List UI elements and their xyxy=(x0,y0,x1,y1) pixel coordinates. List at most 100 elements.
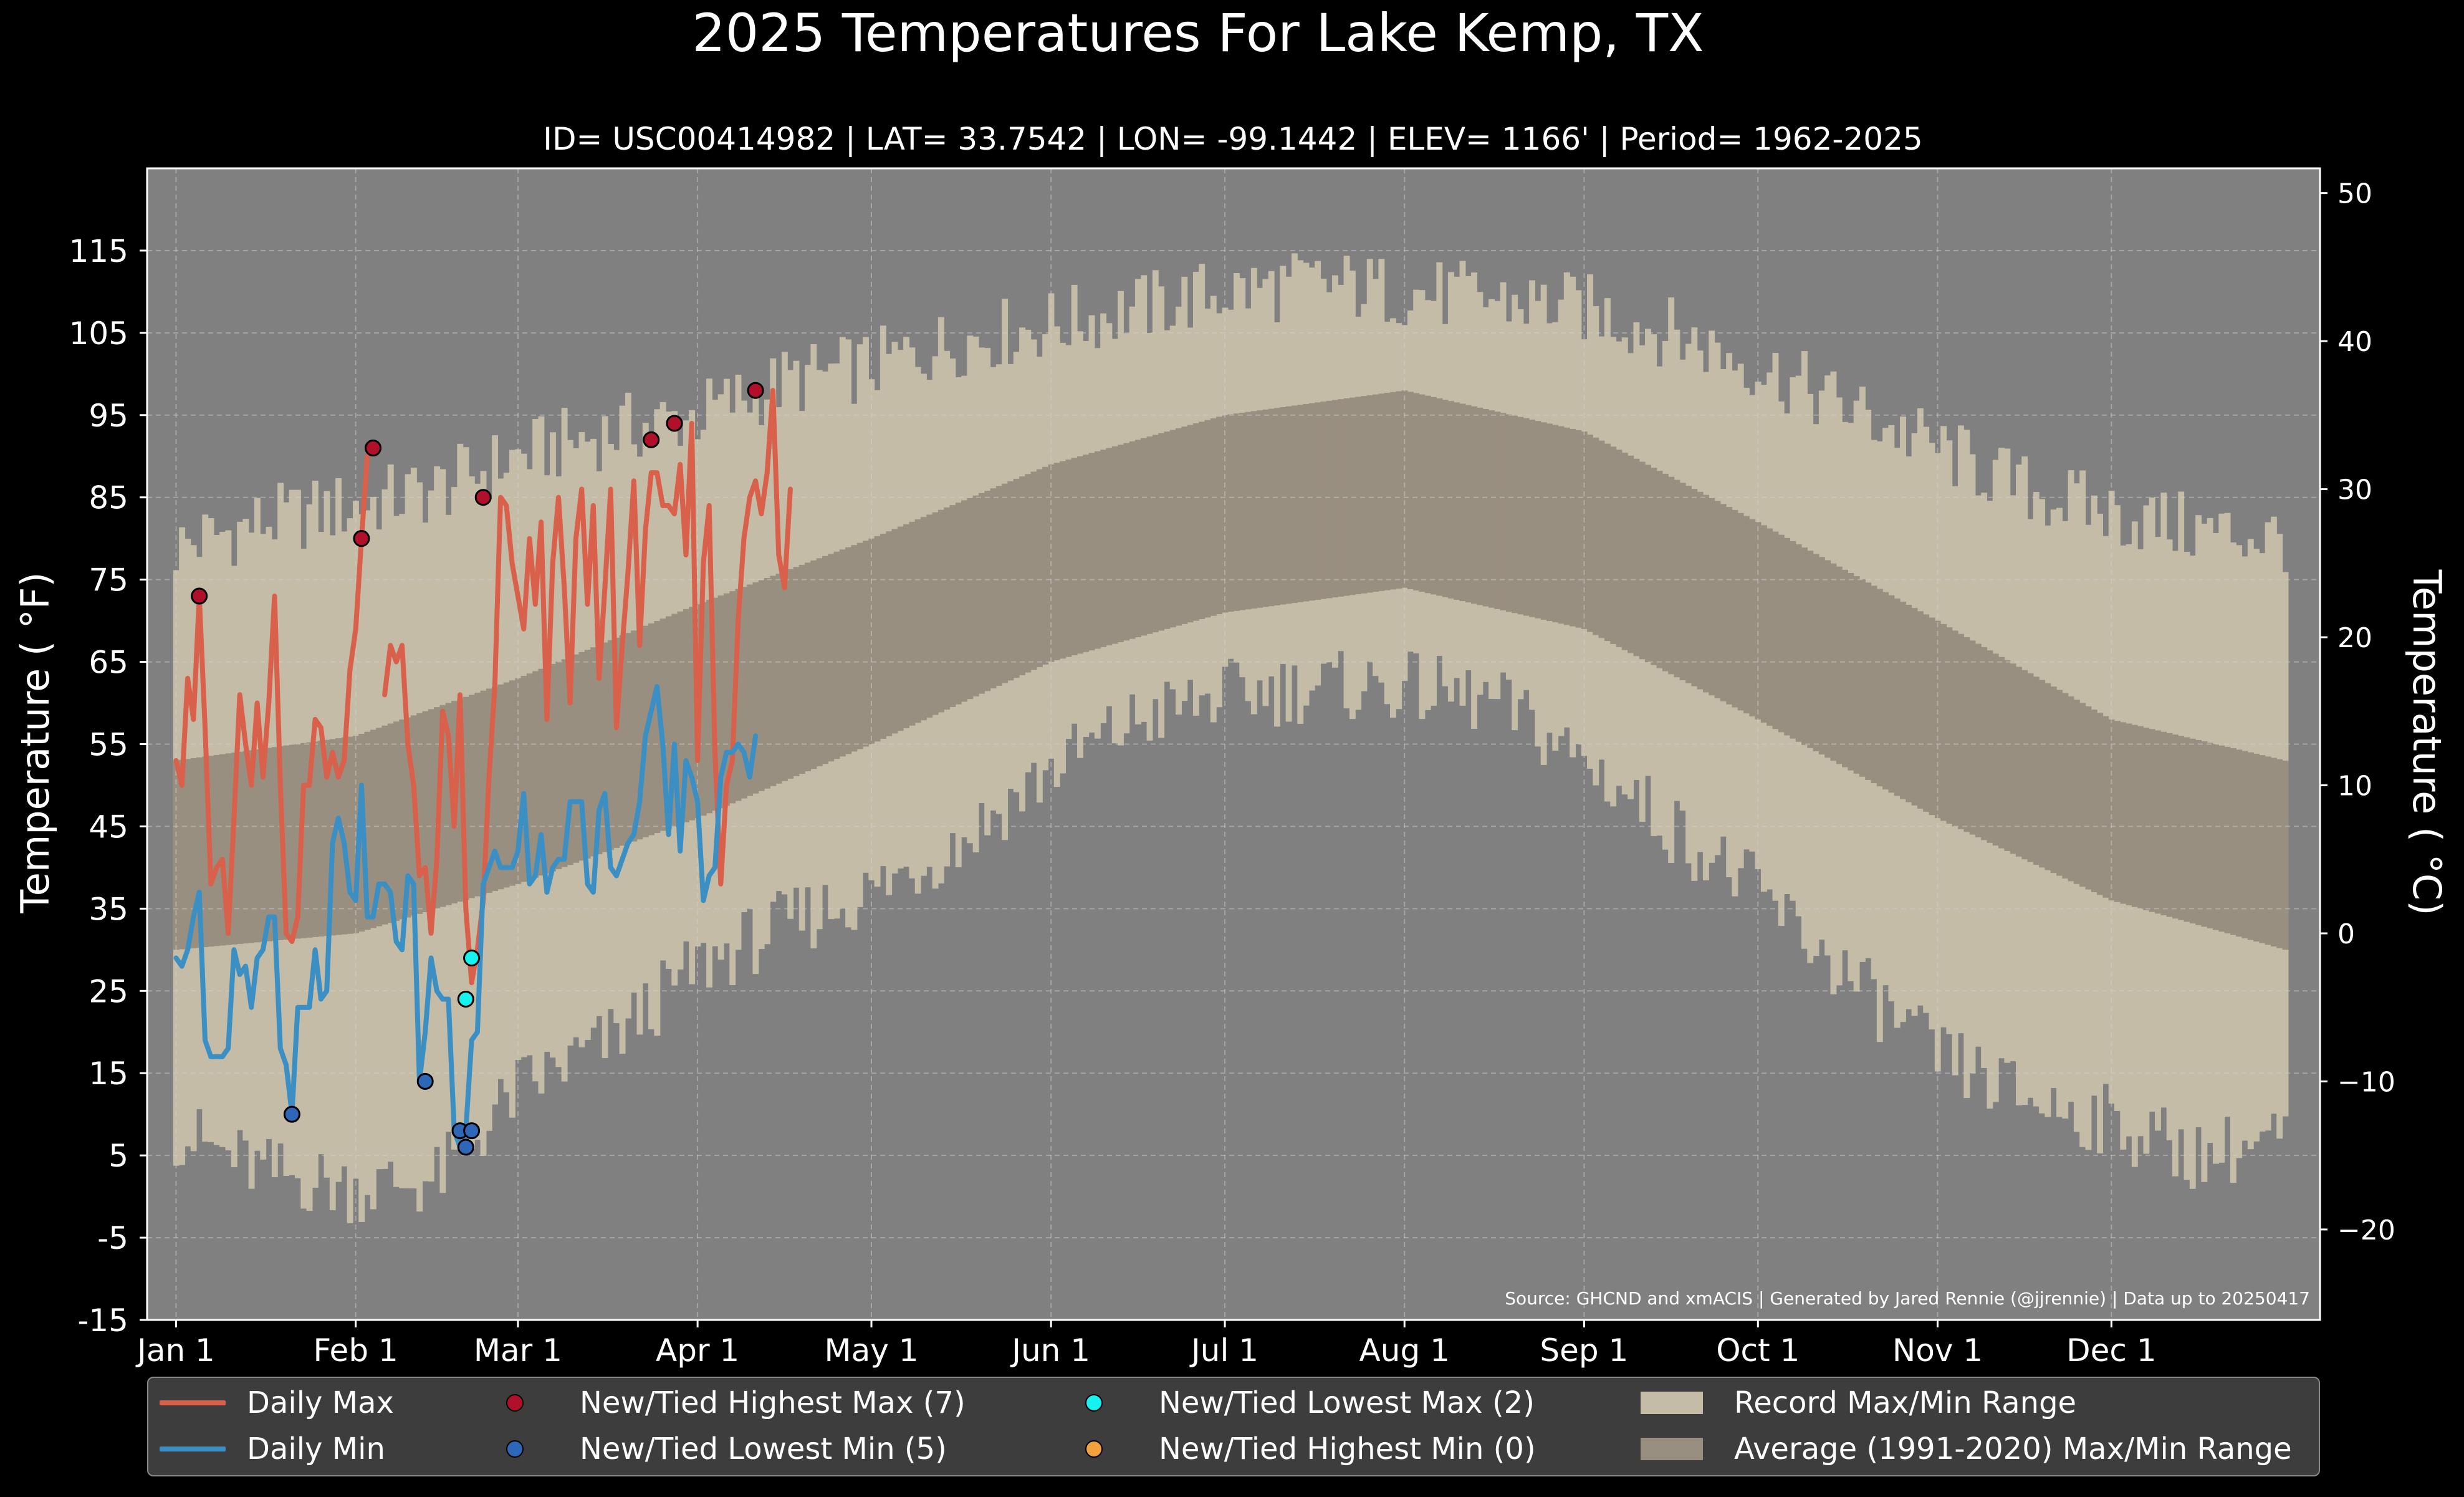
y-tick-label: 85 xyxy=(89,480,128,516)
average-range-bar xyxy=(1645,465,1651,663)
average-range-bar xyxy=(880,534,886,739)
average-range-bar xyxy=(1482,408,1489,607)
average-range-bar xyxy=(1419,394,1426,592)
average-range-bar xyxy=(1865,582,1872,780)
average-range-bar xyxy=(567,657,573,865)
average-range-bar xyxy=(1702,494,1709,693)
average-range-bar xyxy=(1546,423,1553,622)
average-range-bar xyxy=(700,602,707,816)
average-range-bar xyxy=(1454,402,1460,600)
average-range-bar xyxy=(2241,751,2248,938)
average-range-bar xyxy=(747,584,754,796)
average-range-bar xyxy=(2120,722,2127,904)
average-range-bar xyxy=(457,698,464,902)
y-axis-label-left: Temperature ( °F) xyxy=(12,572,58,913)
average-range-bar xyxy=(810,560,817,769)
average-range-bar xyxy=(1332,400,1338,598)
average-range-bar xyxy=(1187,425,1194,623)
average-range-bar xyxy=(1975,643,1982,838)
average-range-bar xyxy=(1500,413,1507,611)
average-range-bar xyxy=(1338,399,1345,597)
average-range-bar xyxy=(1141,438,1148,636)
average-range-bar xyxy=(2108,719,2115,901)
average-range-bar xyxy=(2021,670,2028,860)
average-range-bar xyxy=(2085,706,2092,890)
average-range-bar xyxy=(2068,696,2074,882)
average-range-bar xyxy=(1772,531,1779,729)
x-tick-label: Apr 1 xyxy=(656,1332,739,1369)
average-range-bar xyxy=(1784,537,1791,736)
average-range-bar xyxy=(1291,405,1298,604)
average-range-bar xyxy=(248,750,255,943)
average-range-bar xyxy=(903,524,910,728)
average-range-bar xyxy=(497,684,504,890)
average-range-bar xyxy=(816,558,823,767)
average-range-bar xyxy=(1083,455,1090,652)
average-range-bar xyxy=(984,491,991,691)
average-range-bar xyxy=(213,754,220,946)
average-range-bar xyxy=(1656,471,1663,668)
average-range-bar xyxy=(2253,753,2260,942)
average-range-bar xyxy=(1158,433,1165,631)
average-range-bar xyxy=(242,751,249,944)
y-tick-label: 75 xyxy=(89,562,128,599)
average-range-bar xyxy=(1627,455,1634,653)
average-range-bar xyxy=(1389,392,1396,590)
average-range-bar xyxy=(2189,738,2196,924)
average-range-bar xyxy=(1308,403,1315,601)
record-high-max-point xyxy=(747,382,764,399)
average-range-bar xyxy=(723,593,730,806)
average-range-bar xyxy=(619,635,626,846)
average-range-bar xyxy=(2172,734,2179,919)
average-range-bar xyxy=(683,609,689,823)
average-range-bar xyxy=(1234,413,1240,611)
average-range-bar xyxy=(839,549,846,757)
record-high-max-point xyxy=(365,440,382,457)
average-range-bar xyxy=(1760,525,1767,723)
average-range-bar xyxy=(1465,405,1472,603)
average-range-bar xyxy=(1958,633,1964,829)
average-range-bar xyxy=(1007,481,1014,681)
average-range-bar xyxy=(706,600,712,814)
average-range-bar xyxy=(2259,755,2266,943)
average-range-bar xyxy=(509,680,515,886)
average-range-bar xyxy=(1019,476,1025,675)
average-range-bar xyxy=(318,740,325,937)
average-range-bar xyxy=(353,736,359,933)
average-range-bar xyxy=(1917,611,1924,809)
average-range-bar xyxy=(990,488,997,689)
average-range-bar xyxy=(573,654,580,863)
average-range-bar xyxy=(1227,414,1234,612)
average-range-bar xyxy=(1882,592,1889,790)
average-range-bar xyxy=(596,645,603,855)
y2-tick-label: 10 xyxy=(2337,771,2372,802)
average-range-bar xyxy=(283,745,290,940)
average-range-bar xyxy=(1129,441,1136,639)
average-range-bar xyxy=(1587,435,1593,632)
average-range-bar xyxy=(1088,453,1095,651)
average-range-bar xyxy=(1697,491,1704,690)
average-range-bar xyxy=(428,709,434,911)
average-range-bar xyxy=(1250,411,1257,609)
average-range-bar xyxy=(1685,486,1692,683)
average-range-bar xyxy=(1859,579,1866,777)
average-range-bar xyxy=(2270,758,2277,947)
daily-max-swatch xyxy=(160,1400,226,1405)
average-range-bar xyxy=(1111,446,1118,644)
average-range-bar xyxy=(237,751,243,944)
average-range-bar xyxy=(2079,703,2086,887)
average-range-bar xyxy=(1737,513,1744,711)
average-range-bar xyxy=(1048,464,1055,662)
daily-max-line xyxy=(173,388,793,986)
average-range-bar xyxy=(1755,522,1762,720)
y-tick-label: 65 xyxy=(89,645,128,681)
average-range-bar xyxy=(1176,428,1182,626)
average-range-bar xyxy=(1378,393,1385,591)
average-range-bar xyxy=(1552,425,1559,623)
avg-range-swatch xyxy=(1641,1438,1703,1460)
average-range-bar xyxy=(555,662,562,869)
average-range-bar xyxy=(584,649,591,859)
y-tick-label: 95 xyxy=(89,398,128,434)
average-range-bar xyxy=(1732,509,1738,708)
